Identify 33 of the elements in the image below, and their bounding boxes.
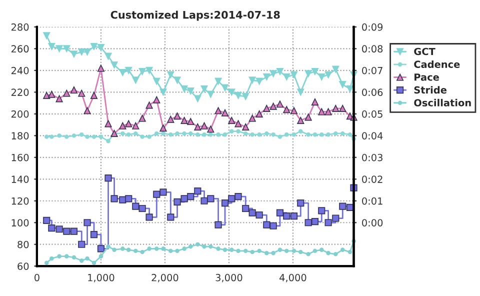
y-tick-label: 60 (18, 262, 29, 270)
y-tick-label: 180 (12, 132, 29, 140)
y-tick-label: 160 (12, 154, 29, 162)
y-tick-label: 240 (11, 66, 29, 74)
y2-tick-label: 0:09 (362, 23, 383, 31)
y2-tick-label: 0:00 (362, 219, 383, 226)
y2-tick-label: 0:07 (362, 66, 382, 74)
x-tick-label: 4,000 (280, 274, 306, 282)
y-tick-label: 200 (11, 110, 29, 118)
y2-tick-label: 0:08 (362, 45, 383, 53)
y2-tick-label: 0:05 (362, 110, 382, 118)
y-tick-label: 280 (11, 23, 29, 31)
legend-label: Oscillation (414, 98, 471, 106)
legend-label: GCT (414, 48, 436, 56)
y2-tick-label: 0:06 (362, 88, 383, 96)
y-tick-label: 80 (18, 240, 29, 248)
legend-label: Stride (414, 86, 446, 94)
legend-label: Pace (414, 74, 439, 81)
y2-tick-label: 0:04 (362, 132, 383, 140)
y2-tick-label: 0:02 (362, 176, 382, 183)
y-tick-label: 120 (12, 197, 29, 205)
y2-tick-label: 0:01 (362, 197, 382, 205)
chart-title: Customized Laps:2014-07-18 (110, 10, 280, 21)
x-tick-label: 2,000 (152, 274, 178, 282)
x-tick-label: 0 (34, 274, 40, 282)
y-tick-label: 260 (11, 45, 29, 53)
legend-label: Cadence (414, 60, 460, 68)
y-tick-label: 220 (11, 88, 29, 96)
x-tick-label: 1,000 (88, 274, 114, 282)
y-tick-label: 140 (12, 176, 29, 183)
x-tick-label: 3,000 (216, 274, 242, 282)
y-tick-label: 100 (12, 219, 29, 226)
y2-tick-label: 0:03 (362, 154, 382, 162)
